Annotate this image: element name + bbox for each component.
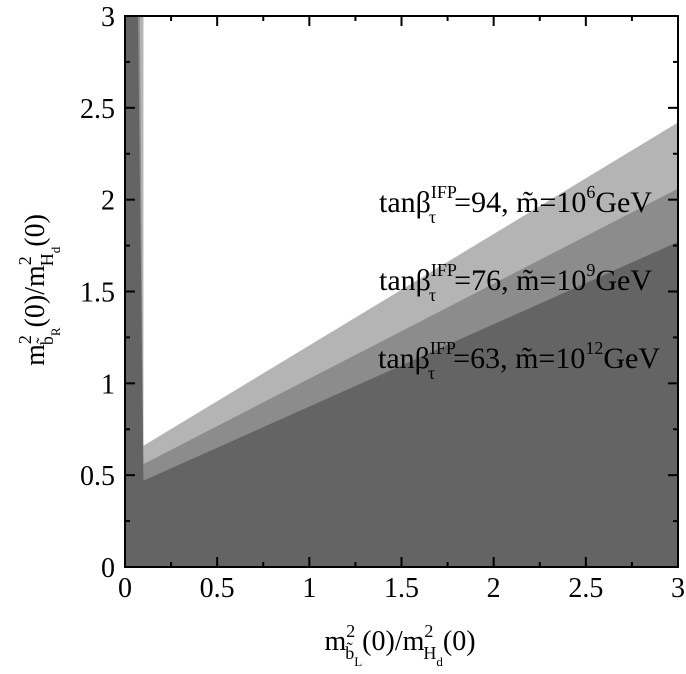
- x-tick-label: 3: [671, 573, 685, 604]
- x-tick-label: 0.5: [200, 573, 235, 604]
- x-tick-label: 2: [487, 573, 501, 604]
- y-tick-label: 0.5: [80, 461, 115, 492]
- x-tick-label: 1: [302, 573, 316, 604]
- y-axis-label: m2 b̃R(0)/m2 Hd(0): [15, 214, 63, 366]
- annotation-3: tanβIFP τ =63, m̃=1012GeV: [378, 338, 660, 383]
- annotation-2: tanβIFP τ =76, m̃=109GeV: [379, 260, 652, 305]
- x-tick-label: 1.5: [384, 573, 419, 604]
- x-tick-label: 0: [118, 573, 132, 604]
- annotation-1: tanβIFP τ =94, m̃=106GeV: [379, 182, 652, 227]
- shaded-regions: [125, 16, 678, 567]
- region-3: [125, 16, 678, 567]
- y-tick-label: 0: [101, 553, 115, 584]
- y-tick-label: 3: [101, 2, 115, 33]
- y-tick-label: 2: [101, 186, 115, 217]
- y-tick-labels: 0 0.5 1 1.5 2 2.5 3: [80, 2, 115, 584]
- x-axis-label: m2 b̃L(0)/m2 Hd(0): [324, 621, 475, 669]
- y-tick-label: 2.5: [80, 94, 115, 125]
- x-tick-label: 2.5: [568, 573, 603, 604]
- axis-ticks: [124, 15, 679, 568]
- x-tick-labels: 0 0.5 1 1.5 2 2.5 3: [118, 573, 685, 604]
- y-tick-label: 1: [101, 369, 115, 400]
- y-tick-label: 1.5: [80, 278, 115, 309]
